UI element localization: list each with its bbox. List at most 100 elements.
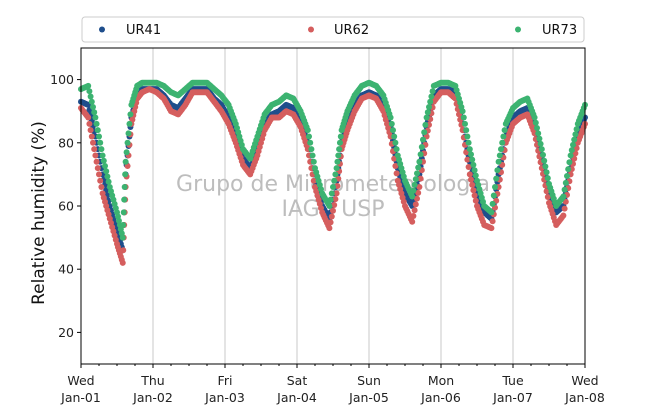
legend-frame [81, 16, 585, 43]
point-ur73 [326, 203, 333, 209]
point-ur73 [334, 158, 341, 165]
point-ur73 [93, 120, 100, 127]
point-ur73 [333, 165, 340, 172]
point-ur62 [310, 177, 317, 184]
point-ur73 [492, 184, 498, 191]
point-ur73 [390, 127, 396, 134]
point-ur73 [87, 93, 94, 100]
point-ur62 [85, 114, 92, 121]
point-ur73 [462, 120, 468, 127]
point-ur62 [97, 177, 104, 184]
point-ur73 [121, 196, 128, 203]
x-tick-date-label: Jan-07 [492, 390, 533, 405]
point-ur73 [304, 127, 311, 134]
point-ur62 [464, 156, 471, 163]
point-ur73 [501, 127, 508, 134]
point-ur73 [307, 139, 314, 146]
point-ur73 [102, 162, 108, 169]
point-ur62 [409, 218, 416, 225]
point-ur73 [306, 133, 312, 140]
point-ur73 [421, 129, 428, 136]
point-ur73 [573, 126, 580, 133]
point-ur62 [543, 188, 550, 195]
point-ur62 [91, 146, 98, 153]
legend-marker-ur41 [99, 26, 105, 33]
point-ur73 [99, 152, 106, 159]
point-ur62 [332, 196, 339, 203]
point-ur73 [393, 146, 400, 153]
point-ur73 [94, 127, 101, 134]
x-tick-date-label: Jan-06 [420, 390, 461, 405]
legend-marker-ur73 [515, 26, 521, 33]
point-ur62 [410, 213, 417, 220]
point-ur73 [537, 140, 544, 147]
x-tick-date-label: Jan-02 [132, 390, 173, 405]
point-ur73 [328, 190, 335, 197]
point-ur62 [562, 198, 569, 205]
y-tick-label: 100 [50, 72, 74, 87]
point-ur62 [88, 133, 95, 140]
point-ur73 [104, 173, 111, 180]
point-ur73 [416, 158, 423, 165]
point-ur62 [98, 184, 105, 191]
point-ur73 [90, 103, 96, 110]
point-ur73 [331, 177, 338, 184]
legend-label-ur41: UR41 [126, 23, 161, 38]
point-ur73 [91, 109, 98, 116]
point-ur73 [560, 193, 567, 200]
point-ur73 [561, 186, 568, 193]
point-ur73 [417, 151, 424, 158]
point-ur62 [90, 139, 96, 146]
x-tick-date-label: Jan-05 [348, 390, 389, 405]
point-ur73 [535, 130, 542, 137]
point-ur62 [331, 201, 338, 208]
point-ur73 [464, 133, 471, 140]
y-axis-label: Relative humidity (%) [29, 121, 49, 305]
point-ur62 [93, 158, 100, 165]
point-ur73 [410, 187, 417, 194]
point-ur73 [424, 109, 431, 116]
point-ur73 [490, 192, 497, 199]
y-ticks: 20 40 60 80 100 [50, 72, 81, 340]
point-ur73 [308, 146, 315, 153]
point-ur73 [465, 139, 472, 146]
point-ur62 [333, 190, 340, 197]
point-ur73 [126, 120, 133, 127]
x-ticks: Wed Jan-01 Thu Jan-02 Fri Jan-03 Sat Jan-04 Sun J… [60, 364, 605, 405]
point-ur73 [330, 184, 336, 191]
point-ur73 [86, 88, 93, 95]
series-ur73 [78, 79, 588, 241]
point-ur73 [472, 172, 479, 179]
point-ur62 [417, 175, 424, 182]
point-ur62 [119, 259, 126, 266]
point-ur73 [564, 172, 570, 179]
point-ur73 [499, 139, 506, 146]
point-ur73 [388, 120, 395, 127]
point-ur73 [498, 146, 504, 153]
point-ur73 [469, 156, 476, 163]
point-ur62 [544, 194, 551, 201]
point-ur73 [409, 193, 416, 200]
point-ur73 [531, 114, 538, 121]
x-tick-day-label: Mon [428, 373, 454, 388]
point-ur62 [94, 165, 101, 172]
point-ur73 [428, 93, 435, 100]
y-tick-label: 60 [58, 199, 74, 214]
x-tick-day-label: Tue [501, 373, 524, 388]
point-ur73 [542, 163, 549, 170]
point-ur73 [468, 151, 474, 158]
point-ur73 [460, 114, 467, 121]
point-ur73 [88, 98, 95, 105]
point-ur62 [393, 170, 400, 177]
y-tick-label: 20 [58, 325, 74, 340]
x-tick-date-label: Jan-01 [60, 390, 101, 405]
point-ur62 [120, 247, 127, 254]
point-ur73 [412, 176, 419, 183]
point-ur73 [567, 152, 574, 159]
point-ur73 [122, 158, 129, 165]
point-ur62 [328, 213, 335, 220]
point-ur73 [496, 152, 503, 159]
point-ur73 [568, 147, 575, 154]
x-tick-day-label: Sat [287, 373, 308, 388]
